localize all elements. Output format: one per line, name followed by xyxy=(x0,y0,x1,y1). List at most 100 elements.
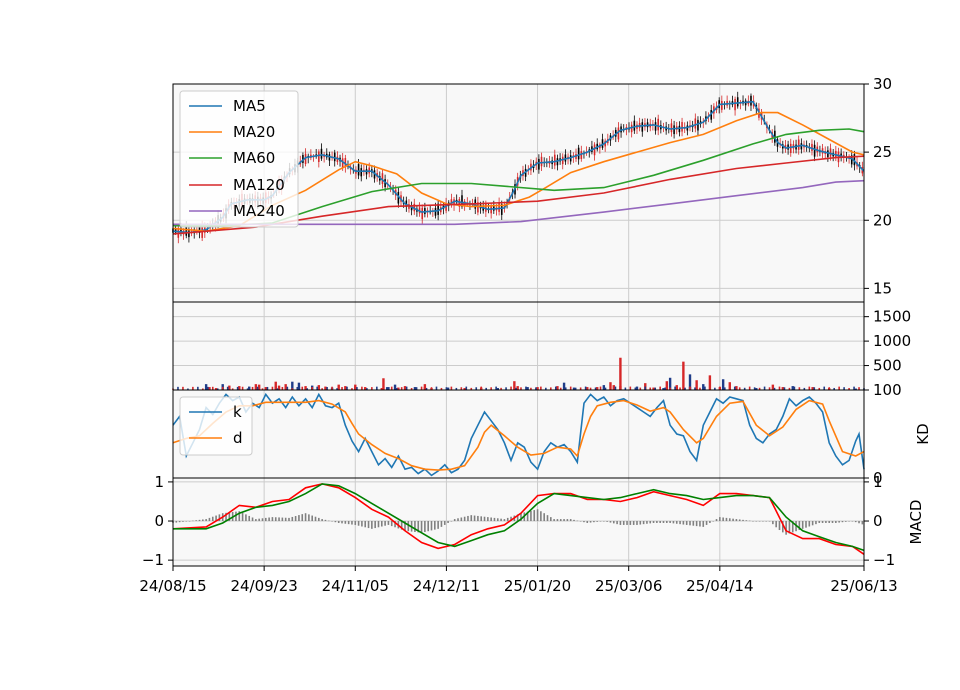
macd-osc-bar xyxy=(702,521,705,527)
macd-osc-bar xyxy=(805,521,807,528)
macd-osc-bar xyxy=(278,517,280,522)
volume-bar xyxy=(371,387,373,390)
volume-bar xyxy=(791,386,794,390)
volume-bar xyxy=(485,387,487,390)
macd-osc-bar xyxy=(447,521,449,523)
volume-bar xyxy=(564,387,567,390)
volume-bar xyxy=(858,387,860,390)
macd-osc-bar xyxy=(235,511,237,522)
volume-bar xyxy=(714,387,716,390)
volume-bar xyxy=(596,387,599,390)
macd-osc-bar xyxy=(463,516,466,522)
macd-osc-bar xyxy=(609,521,612,523)
volume-bar xyxy=(415,387,418,390)
candle-body xyxy=(413,203,416,212)
y-tick-label: 15 xyxy=(873,279,892,297)
volume-bar xyxy=(435,386,438,390)
volume-bar xyxy=(550,387,552,390)
volume-bar xyxy=(569,386,572,390)
x-tick-label: 24/11/05 xyxy=(322,577,389,595)
candle-body xyxy=(320,148,323,159)
volume-bar xyxy=(530,387,532,390)
macd-osc-bar xyxy=(182,521,184,522)
macd-osc-bar xyxy=(742,519,744,522)
macd-osc-bar xyxy=(503,519,506,522)
candle-body xyxy=(617,127,620,140)
macd-osc-bar xyxy=(490,517,492,522)
macd-osc-bar xyxy=(400,521,403,530)
volume-bar xyxy=(652,387,655,390)
volume-bar xyxy=(510,386,512,390)
ma-line-ma120 xyxy=(172,155,865,235)
volume-bar xyxy=(604,387,607,390)
macd-osc-bar xyxy=(808,521,811,527)
candle-body xyxy=(564,154,567,162)
macd-osc-bar xyxy=(198,519,201,522)
volume-bar xyxy=(304,386,307,390)
macd-osc-bar xyxy=(390,521,393,527)
candle-body xyxy=(500,204,503,215)
volume-bar xyxy=(813,387,816,390)
volume-bar xyxy=(337,384,340,390)
macd-osc-bar xyxy=(722,517,724,522)
volume-bar xyxy=(674,386,676,390)
volume-bar xyxy=(654,387,657,390)
macd-osc-bar xyxy=(556,519,559,522)
volume-bar xyxy=(798,387,801,390)
volume-bar xyxy=(387,387,390,390)
macd-osc-bar xyxy=(599,521,602,522)
macd-osc-bar xyxy=(483,516,486,522)
candle-body xyxy=(318,151,320,162)
macd-osc-bar xyxy=(417,521,420,533)
volume-bar xyxy=(306,388,309,390)
volume-bar xyxy=(440,387,443,390)
volume-bar xyxy=(296,386,299,390)
candle-body xyxy=(633,120,636,131)
candle-body xyxy=(850,155,853,165)
volume-bar xyxy=(397,387,400,390)
macd-osc-bar xyxy=(192,520,194,522)
candle-body xyxy=(357,164,360,176)
volume-bar xyxy=(823,386,826,390)
macd-ylabel: MACD xyxy=(907,500,925,545)
volume-bar xyxy=(286,386,289,390)
volume-bar xyxy=(254,384,258,390)
volume-bar xyxy=(624,387,627,390)
y-tick-label: −1 xyxy=(142,551,164,569)
volume-bar xyxy=(284,384,287,390)
ma-line-ma20 xyxy=(172,111,865,233)
volume-bar xyxy=(256,386,259,390)
volume-bar xyxy=(609,382,612,390)
macd-osc-bar xyxy=(679,521,681,525)
candle-body xyxy=(445,203,447,211)
macd-osc-bar xyxy=(327,520,330,522)
macd-osc-bar xyxy=(380,521,383,527)
macd-osc-bar xyxy=(453,519,456,522)
macd-osc-bar xyxy=(384,521,386,526)
macd-osc-bar xyxy=(308,514,310,522)
macd-osc-bar xyxy=(685,521,688,525)
macd-osc-bar xyxy=(195,520,197,522)
volume-bar xyxy=(659,386,661,390)
macd-osc-bar xyxy=(188,521,191,522)
macd-osc-bar xyxy=(738,519,741,522)
volume-bar xyxy=(599,386,602,390)
macd-osc-bar xyxy=(593,521,595,523)
candle-body xyxy=(813,144,816,157)
volume-bar xyxy=(783,387,786,390)
volume-bar xyxy=(351,388,353,390)
volume-bar xyxy=(639,387,642,390)
macd-osc-bar xyxy=(811,521,814,526)
volume-bar xyxy=(684,387,686,390)
volume-bar xyxy=(400,387,403,390)
macd-osc-bar xyxy=(374,521,376,529)
volume-bar xyxy=(649,387,652,390)
volume-bar xyxy=(545,387,547,390)
macd-osc-bar xyxy=(228,512,231,522)
volume-bar xyxy=(572,387,576,390)
macd-osc-bar xyxy=(510,516,512,522)
volume-bar xyxy=(410,388,413,390)
volume-bar xyxy=(420,386,423,390)
volume-bar xyxy=(211,386,214,390)
candle-body xyxy=(577,147,580,160)
